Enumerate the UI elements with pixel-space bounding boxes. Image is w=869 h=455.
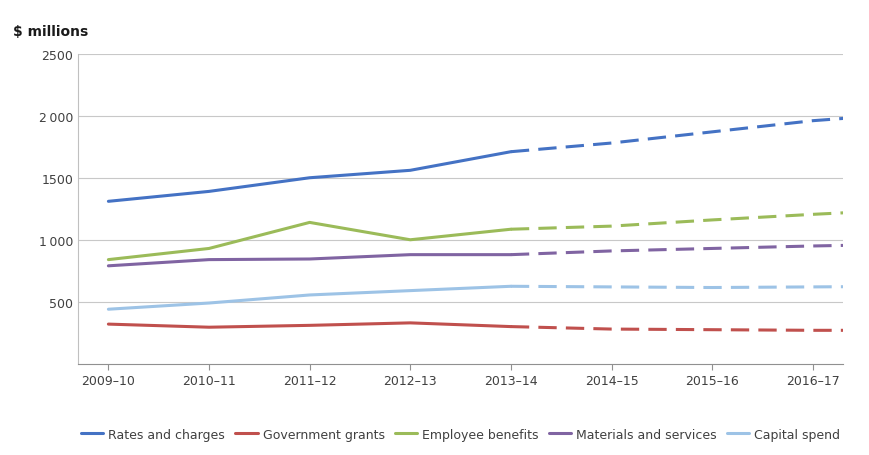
Text: $ millions: $ millions xyxy=(13,25,89,39)
Legend: Rates and charges, Government grants, Employee benefits, Materials and services,: Rates and charges, Government grants, Em… xyxy=(76,423,846,446)
